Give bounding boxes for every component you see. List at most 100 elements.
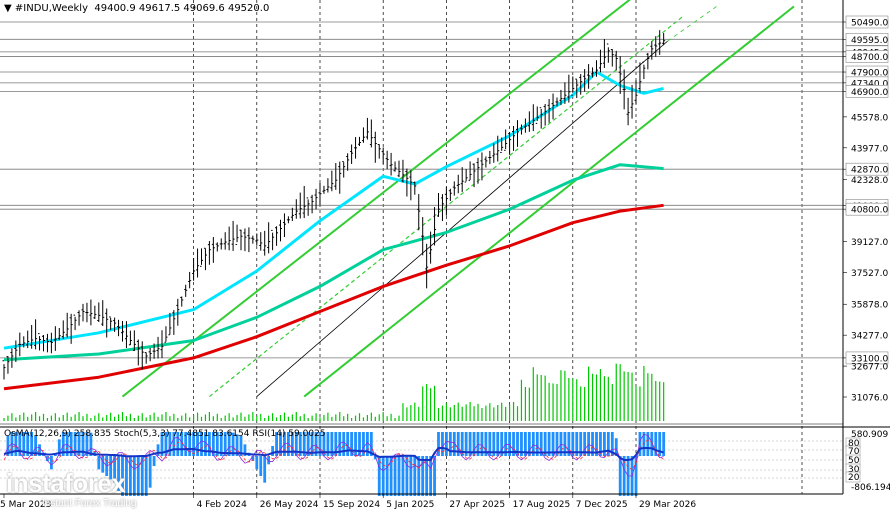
osma-bar — [101, 456, 105, 473]
osma-bar — [50, 456, 53, 470]
volume-bar — [461, 406, 463, 421]
osma-bar — [531, 432, 535, 456]
volume-bar — [485, 405, 487, 421]
volume-bar — [414, 402, 416, 421]
volume-bar — [540, 375, 542, 421]
osma-bar — [389, 456, 393, 496]
osma-bar — [298, 432, 302, 456]
volume-bar — [449, 407, 451, 421]
volume-bar — [35, 412, 37, 421]
volume-bar — [489, 403, 491, 421]
volume-bar — [27, 416, 29, 421]
osma-bar — [417, 456, 421, 496]
volume-bar — [418, 406, 420, 421]
volume-bar — [430, 388, 432, 421]
volume-bar — [354, 415, 357, 421]
osma-bar — [480, 432, 484, 456]
osma-bar — [476, 432, 480, 456]
volume-bar — [216, 413, 218, 421]
oscillator-level-label: 80 — [848, 439, 860, 449]
volume-bar — [370, 412, 372, 421]
volume-bar — [70, 416, 72, 421]
osma-bar — [322, 432, 326, 456]
volume-bar — [11, 413, 13, 421]
osma-bar — [638, 432, 642, 456]
volume-bar — [272, 413, 274, 421]
volume-bar — [98, 413, 100, 421]
volume-bar — [647, 373, 649, 421]
osma-bar — [595, 432, 598, 456]
time-axis-labels: 5 Mar 2023 4 Feb 2024 26 May 2024 15 Sep 20… — [0, 494, 696, 510]
osma-bar — [448, 432, 452, 456]
osma-bar — [113, 456, 116, 483]
volume-bar — [536, 374, 538, 421]
volume-bar — [19, 415, 21, 421]
volume-bar — [607, 376, 609, 421]
volume-bar — [493, 407, 495, 421]
price-tick-label: 45578.0 — [851, 113, 888, 123]
osma-bar — [132, 456, 136, 496]
osma-bar — [259, 456, 263, 476]
osma-bar — [188, 432, 192, 456]
osma-bar — [599, 432, 602, 456]
volume-bar — [643, 366, 645, 421]
osma-bar — [535, 432, 539, 456]
volume-bar — [145, 417, 147, 421]
dropdown-triangle-icon[interactable]: ▼ — [4, 3, 12, 14]
price-tick-label: 32677.0 — [851, 363, 888, 373]
osma-bar — [662, 432, 666, 456]
channel-lower-line — [303, 5, 795, 398]
osma-bar — [306, 432, 310, 456]
volume-bar — [208, 412, 210, 421]
osma-bar — [69, 432, 73, 456]
volume-bar — [102, 417, 104, 421]
volume-bar — [659, 381, 661, 421]
osma-bar — [393, 456, 397, 496]
stoch-main-line — [3, 433, 664, 477]
osma-bar — [85, 432, 89, 456]
osma-bar — [34, 436, 37, 456]
volume-bar — [445, 403, 447, 421]
brand-name: instaforex — [6, 468, 126, 498]
volume-bar — [576, 379, 578, 421]
osma-bar — [81, 432, 85, 456]
price-label-box — [845, 351, 889, 365]
volume-bar — [580, 386, 582, 421]
osma-bar — [227, 432, 231, 456]
price-label-box — [845, 162, 889, 176]
volume-bar — [256, 416, 258, 421]
volume-bar — [627, 372, 629, 421]
osma-bar — [366, 432, 369, 456]
osma-bar — [527, 432, 531, 456]
oscillator-level-box — [845, 471, 861, 483]
volume-bar — [564, 370, 566, 421]
osma-bar — [46, 456, 49, 461]
volume-bar — [125, 416, 128, 421]
volume-bar — [362, 417, 365, 421]
oscillator-panel — [0, 432, 843, 496]
oscillator-min-label: -806.194 — [851, 483, 890, 493]
volume-bar — [390, 413, 392, 421]
osma-bar — [26, 432, 30, 456]
osma-bar — [239, 436, 243, 456]
volume-bar — [437, 408, 440, 421]
price-label-box — [845, 202, 889, 216]
time-tick-label: 4 Feb 2024 — [197, 500, 248, 510]
volume-bar — [524, 387, 526, 421]
rsi-line — [3, 447, 664, 461]
channel-extension-line — [667, 3, 721, 42]
volume-bar — [398, 415, 400, 421]
volume-bar — [106, 415, 108, 421]
volume-bar — [631, 372, 633, 421]
osma-bar — [196, 432, 199, 456]
osma-bar — [591, 432, 594, 456]
osma-bar — [117, 456, 120, 491]
osma-bar — [129, 456, 132, 496]
osma-bar — [575, 432, 579, 456]
volume-bar — [228, 413, 230, 421]
volume-bar — [173, 413, 175, 421]
volume-bar — [382, 412, 384, 421]
volume-bar — [315, 413, 317, 421]
volume-bar — [512, 402, 515, 421]
